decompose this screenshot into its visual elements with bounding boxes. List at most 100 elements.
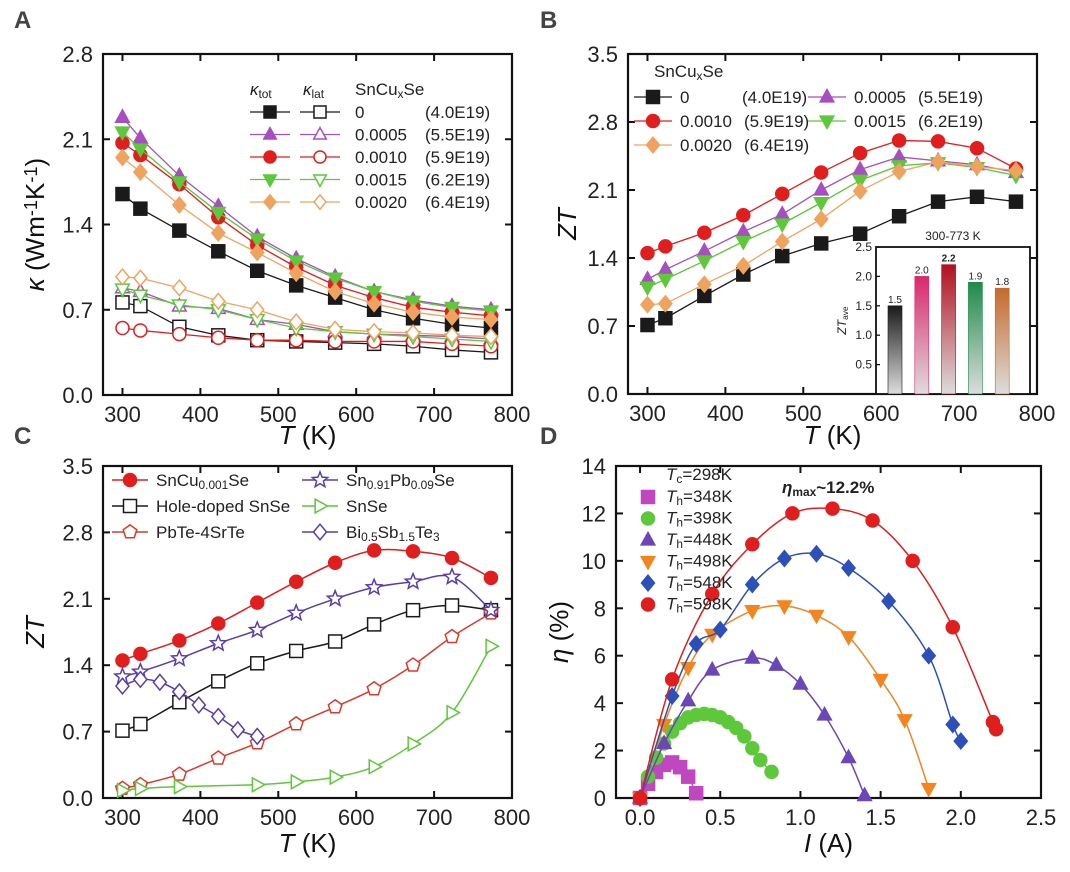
data-point <box>656 734 673 750</box>
data-point <box>169 648 189 667</box>
data-point <box>115 320 130 336</box>
text-run: T <box>666 595 678 614</box>
legend-label: 0 <box>355 103 364 122</box>
max-efficiency-annotation: ηmax~12.2% <box>782 478 874 499</box>
data-point <box>891 208 907 224</box>
data-point <box>132 289 149 305</box>
data-point <box>171 176 188 191</box>
text-run: PbTe-4SrTe <box>156 523 245 542</box>
inset-bar <box>994 287 1010 395</box>
data-point <box>407 735 423 753</box>
data-point <box>969 189 985 205</box>
legend-label: Th=548K <box>666 573 733 594</box>
data-point <box>704 586 720 602</box>
legend-label: 0.0010 <box>680 112 732 131</box>
data-point <box>774 218 791 234</box>
legend-label: SnSe <box>346 497 388 516</box>
text-run: ~12.2% <box>816 478 874 497</box>
x-tick-label: 500 <box>260 402 297 427</box>
legend-label: 0.0020 <box>355 193 407 212</box>
y-axis-label: ZT <box>552 206 582 241</box>
data-point <box>704 660 721 676</box>
data-point <box>368 758 384 775</box>
text-run: =598K <box>683 595 733 614</box>
data-point <box>211 616 226 631</box>
legend-marker <box>640 511 656 526</box>
legend-marker <box>640 574 656 592</box>
data-point <box>657 273 674 289</box>
data-point <box>405 602 421 618</box>
legend-marker <box>122 472 138 488</box>
data-point <box>988 721 1004 737</box>
subscript: h <box>676 580 683 594</box>
data-point <box>249 233 266 249</box>
data-point <box>116 782 132 799</box>
data-point <box>483 570 499 586</box>
x-tick-label: 800 <box>494 805 531 830</box>
data-point <box>403 571 423 590</box>
y-tick-label: 10 <box>582 549 606 574</box>
data-point <box>792 675 809 690</box>
data-point <box>891 162 907 181</box>
inset-y-tick-label: 0.5 <box>855 358 872 372</box>
x-tick-label: 500 <box>785 401 822 426</box>
data-point <box>250 263 265 279</box>
data-point <box>247 619 267 639</box>
series-κtot-0.0015 <box>114 126 500 320</box>
y-tick-label: 14 <box>582 454 606 479</box>
text-run: T <box>666 573 678 592</box>
legend-header-tot: κtot <box>250 80 272 101</box>
text-run: =298K <box>682 465 732 484</box>
plot-frame <box>101 464 514 800</box>
data-point <box>840 631 857 646</box>
data-point <box>364 577 384 596</box>
data-point <box>210 292 226 311</box>
text-run: T <box>804 420 822 450</box>
x-tick-label: 800 <box>1019 401 1056 426</box>
data-point <box>152 673 168 692</box>
data-point <box>774 205 791 220</box>
text-run: κ <box>303 80 313 99</box>
text-run: η <box>782 478 792 497</box>
legend-marker <box>312 174 328 188</box>
data-point <box>114 126 131 141</box>
legend-marker <box>263 150 277 164</box>
inset-y-label: ZTave <box>835 306 850 336</box>
subscript: 0.001 <box>199 478 229 492</box>
legend-label: PbTe-4SrTe <box>156 523 245 542</box>
text-run: (K) <box>295 828 337 858</box>
panel-label: D <box>540 423 557 450</box>
data-point <box>813 210 829 229</box>
data-point <box>171 766 188 781</box>
subscript: h <box>676 559 683 573</box>
data-point <box>132 269 148 288</box>
y-tick-label: 0.7 <box>62 298 93 323</box>
y-tick-label: 8 <box>594 596 606 621</box>
data-point <box>930 134 946 149</box>
legend-carrier-label: (6.2E19) <box>918 112 983 131</box>
x-tick-label: 0.5 <box>705 805 736 830</box>
text-run: κ <box>250 80 260 99</box>
subscript: max <box>792 485 816 499</box>
y-tick-label: 0.7 <box>587 314 618 339</box>
inset-y-tick-label: 2.0 <box>855 269 872 283</box>
panel-label: A <box>14 7 31 34</box>
data-point <box>405 544 421 559</box>
text-run: (K) <box>295 420 337 450</box>
data-point <box>712 620 728 639</box>
data-point <box>905 553 920 569</box>
series-SnCu0.001Se <box>115 543 499 668</box>
x-tick-label: 2.0 <box>946 805 977 830</box>
legend-title: Tc=298K <box>666 465 733 486</box>
data-point <box>250 656 265 671</box>
legend-carrier-label: (5.5E19) <box>918 88 983 107</box>
data-point <box>697 225 712 240</box>
text-run: =448K <box>683 530 733 549</box>
data-point <box>930 152 946 171</box>
data-point <box>735 256 751 275</box>
data-point <box>249 727 265 746</box>
x-tick-label: 300 <box>629 401 666 426</box>
data-point <box>172 633 187 648</box>
